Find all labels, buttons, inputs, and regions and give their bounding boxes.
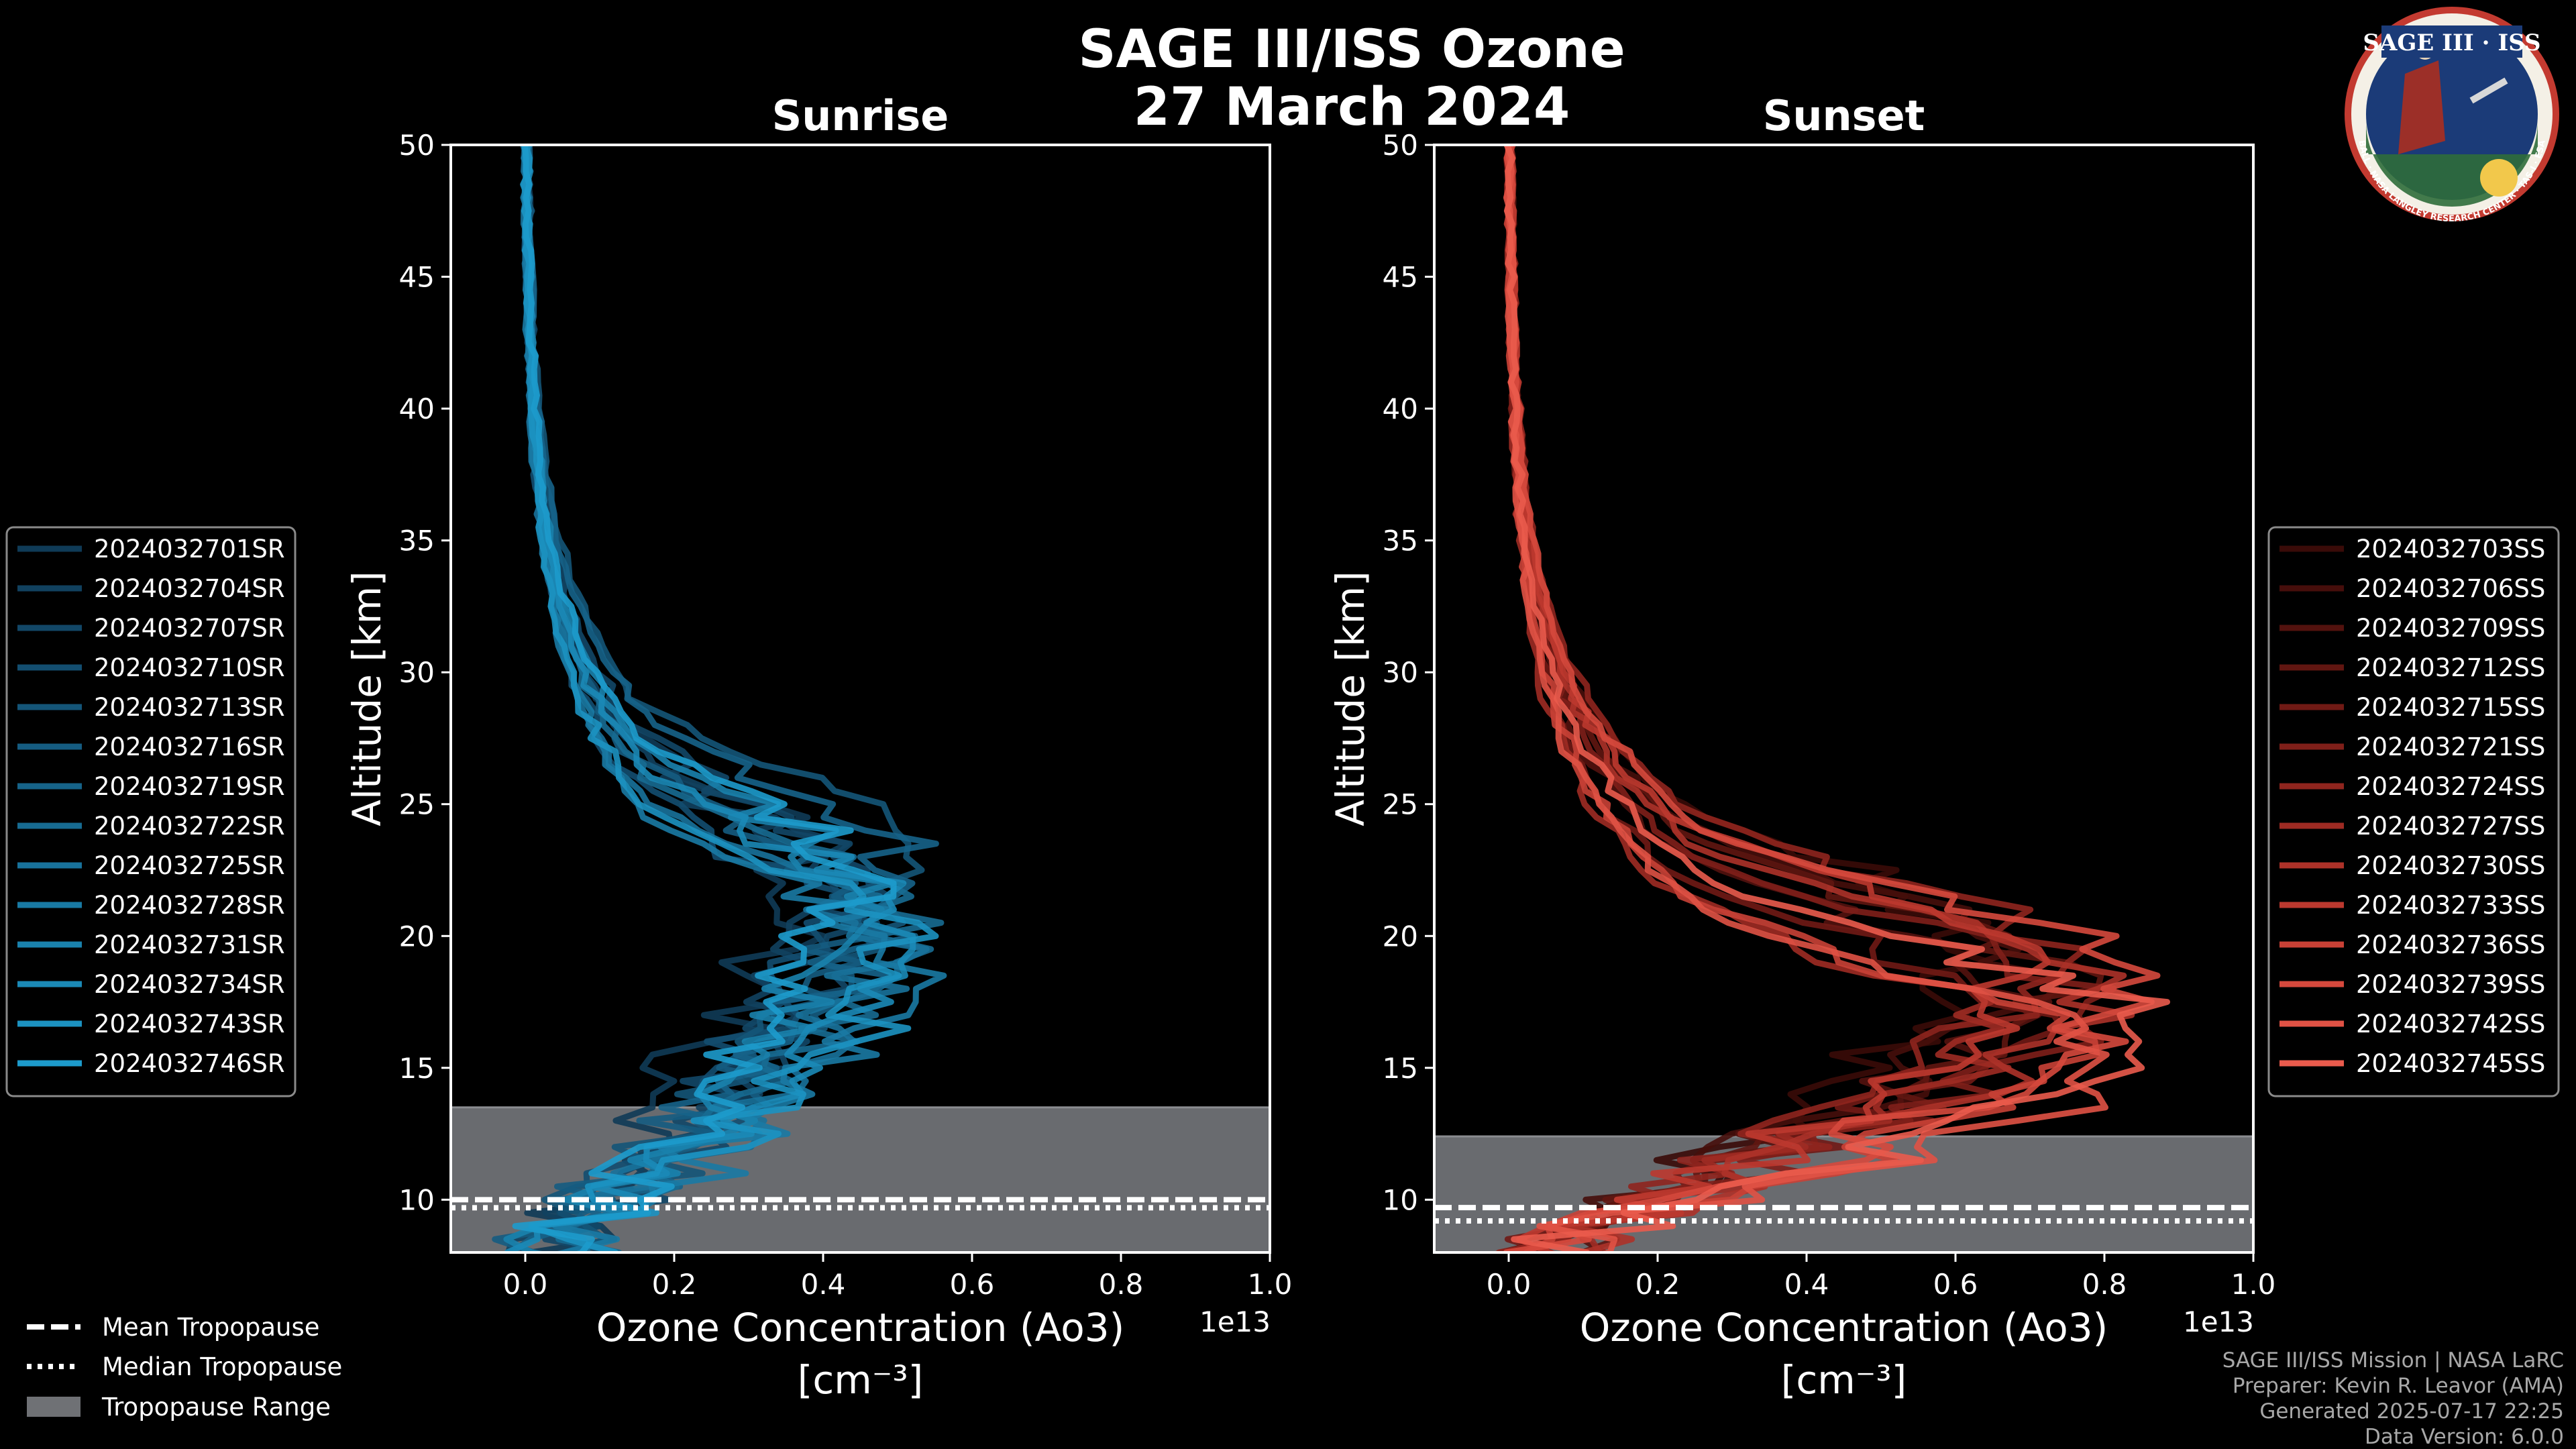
y-tick-label: 25	[399, 788, 435, 821]
legend-label-2024032734SR: 2024032734SR	[94, 970, 285, 999]
y-tick-label: 40	[1383, 392, 1418, 425]
legend-label-2024032733SS: 2024032733SS	[2356, 891, 2545, 920]
y-tick-label: 10	[399, 1183, 435, 1216]
panel-sunrise: 0.0 0.2 0.4 0.6 0.8 1.0 10 15 20 25 30 35 40 45 50 Sunr…	[344, 91, 1292, 1403]
y-tick-label: 30	[1383, 656, 1418, 689]
legend-label-2024032722SR: 2024032722SR	[94, 812, 285, 841]
y-tick-label: 50	[1383, 129, 1418, 162]
legend-label-2024032724SS: 2024032724SS	[2356, 772, 2545, 801]
x-axis-units: [cm⁻³]	[798, 1357, 924, 1403]
legend-label-2024032707SR: 2024032707SR	[94, 614, 285, 643]
x-tick-label: 0.6	[1933, 1268, 1978, 1301]
y-tick-label: 45	[399, 261, 435, 294]
legend-label-2024032742SS: 2024032742SS	[2356, 1010, 2545, 1038]
figure-title-line1: SAGE III/ISS Ozone	[1078, 19, 1625, 80]
y-tick-label: 25	[1383, 788, 1418, 821]
legend-label-2024032703SS: 2024032703SS	[2356, 535, 2545, 564]
legend-median-label: Median Tropopause	[102, 1352, 342, 1381]
y-axis-label: Altitude [km]	[344, 571, 390, 826]
legend-label-2024032715SS: 2024032715SS	[2356, 693, 2545, 722]
x-tick-label: 0.4	[801, 1268, 846, 1301]
footer-line-generated: Generated 2025-07-17 22:25	[2259, 1399, 2564, 1424]
x-tick-label: 0.2	[1635, 1268, 1680, 1301]
legend-label-2024032745SS: 2024032745SS	[2356, 1049, 2545, 1078]
footer-line-preparer: Preparer: Kevin R. Leavor (AMA)	[2233, 1374, 2564, 1398]
legend-label-2024032709SS: 2024032709SS	[2356, 614, 2545, 643]
legend-label-2024032743SR: 2024032743SR	[94, 1010, 285, 1038]
legend-label-2024032731SR: 2024032731SR	[94, 930, 285, 959]
y-tick-label: 45	[1383, 261, 1418, 294]
legends-layer: 2024032701SR 2024032704SR 2024032707SR 2024…	[5, 526, 2560, 1421]
logo-title: SAGE III · ISS	[2363, 30, 2540, 56]
legend-label-2024032710SR: 2024032710SR	[94, 653, 285, 682]
y-tick-label: 15	[399, 1052, 435, 1085]
legend-label-2024032730SS: 2024032730SS	[2356, 851, 2545, 880]
x-axis-label: Ozone Concentration (Ao3)	[596, 1305, 1125, 1350]
y-tick-label: 10	[1383, 1183, 1418, 1216]
legend-label-2024032716SR: 2024032716SR	[94, 733, 285, 761]
series-group	[1434, 145, 2253, 1252]
x-tick-label: 0.8	[2082, 1268, 2127, 1301]
footer-line-mission: SAGE III/ISS Mission | NASA LaRC	[2222, 1348, 2564, 1373]
legend-label-2024032712SS: 2024032712SS	[2356, 653, 2545, 682]
x-tick-label: 0.6	[950, 1268, 995, 1301]
legend-label-2024032721SS: 2024032721SS	[2356, 733, 2545, 761]
legend-label-2024032701SR: 2024032701SR	[94, 535, 285, 564]
y-tick-label: 30	[399, 656, 435, 689]
panel-title: Sunrise	[772, 91, 949, 140]
plot-frame	[449, 144, 1271, 1254]
legend-label-2024032728SR: 2024032728SR	[94, 891, 285, 920]
legend-range-label: Tropopause Range	[101, 1393, 331, 1421]
series-line-2024032745SS	[1503, 145, 2170, 1252]
legend-label-2024032736SS: 2024032736SS	[2356, 930, 2545, 959]
legend-mean-label: Mean Tropopause	[102, 1313, 320, 1342]
legend-label-2024032719SR: 2024032719SR	[94, 772, 285, 801]
x-tick-label: 1.0	[1248, 1268, 1293, 1301]
y-tick-label: 20	[399, 920, 435, 953]
y-tick-label: 35	[399, 525, 435, 557]
x-tick-label: 1.0	[2231, 1268, 2276, 1301]
y-tick-label: 35	[1383, 525, 1418, 557]
plot-frame	[1433, 144, 2255, 1254]
legend-sunrise: 2024032701SR 2024032704SR 2024032707SR 2024…	[5, 526, 297, 1097]
x-offset-label: 1e13	[1199, 1305, 1271, 1338]
panels-layer: 0.0 0.2 0.4 0.6 0.8 1.0 10 15 20 25 30 35 40 45 50 Sunr…	[344, 91, 2275, 1403]
x-axis-units: [cm⁻³]	[1781, 1357, 1907, 1403]
legend-label-2024032739SS: 2024032739SS	[2356, 970, 2545, 999]
y-tick-label: 40	[399, 392, 435, 425]
legend-range-swatch	[27, 1397, 80, 1417]
legend-label-2024032746SR: 2024032746SR	[94, 1049, 285, 1078]
series-group	[451, 145, 1270, 1252]
legend-label-2024032713SR: 2024032713SR	[94, 693, 285, 722]
panel-sunset: 0.0 0.2 0.4 0.6 0.8 1.0 10 15 20 25 30 35 40 45 50 Suns…	[1328, 91, 2275, 1403]
x-axis-label: Ozone Concentration (Ao3)	[1580, 1305, 2108, 1350]
legend-label-2024032725SR: 2024032725SR	[94, 851, 285, 880]
legend-label-2024032704SR: 2024032704SR	[94, 574, 285, 603]
x-tick-label: 0.4	[1784, 1268, 1829, 1301]
footer-line-version: Data Version: 6.0.0	[2365, 1425, 2564, 1449]
x-tick-label: 0.8	[1099, 1268, 1144, 1301]
y-axis-label: Altitude [km]	[1328, 571, 1373, 826]
legend-label-2024032727SS: 2024032727SS	[2356, 812, 2545, 841]
y-tick-label: 50	[399, 129, 435, 162]
tropopause-legend: Mean Tropopause Median Tropopause Tropopau…	[27, 1313, 342, 1421]
panel-title: Sunset	[1763, 91, 1925, 140]
x-offset-label: 1e13	[2183, 1305, 2254, 1338]
legend-label-2024032706SS: 2024032706SS	[2356, 574, 2545, 603]
x-tick-label: 0.0	[1487, 1268, 1532, 1301]
y-tick-label: 15	[1383, 1052, 1418, 1085]
plot-area	[451, 145, 1270, 1252]
x-tick-label: 0.2	[652, 1268, 697, 1301]
x-tick-label: 0.0	[503, 1268, 548, 1301]
series-line-2024032746SR	[512, 145, 897, 1252]
series-line-2024032742SS	[1503, 145, 2110, 1252]
legend-sunset: 2024032703SS 2024032706SS 2024032709SS 2024…	[2267, 526, 2560, 1097]
figure-title-line2: 27 March 2024	[1134, 77, 1570, 138]
y-tick-label: 20	[1383, 920, 1418, 953]
